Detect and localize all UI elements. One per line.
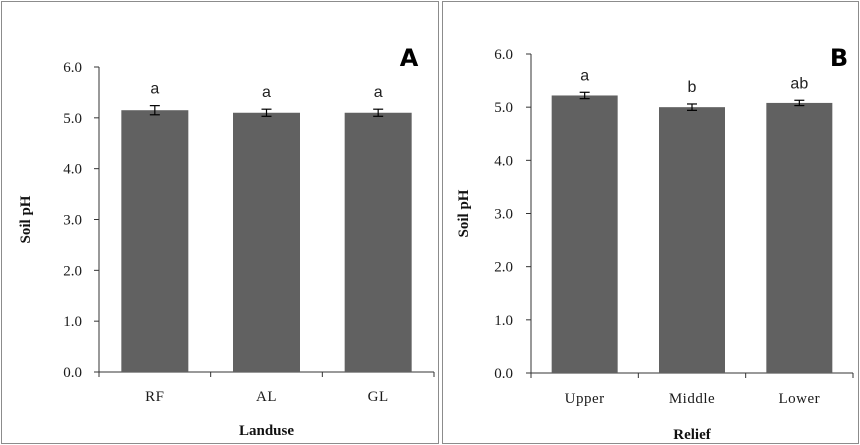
- chart-a-y-tick-label: 2.0: [63, 263, 82, 279]
- chart-b-significance-letter: b: [688, 79, 697, 96]
- chart-a-panel-letter: A: [400, 44, 419, 72]
- chart-a-category-label: RF: [145, 389, 164, 405]
- chart-b-y-axis-title: Soil pH: [456, 189, 472, 237]
- chart-panel-b: 0.0 1.0 2.0 3.0 4.0 5.0 6.0 a Upper b Middle ab Lowe…: [442, 1, 859, 444]
- chart-a-bar-rf: [121, 110, 189, 372]
- chart-b-y-tick-label: 1.0: [494, 313, 513, 329]
- chart-a-y-tick-label: 3.0: [63, 213, 82, 229]
- chart-a-category-label: AL: [256, 389, 277, 405]
- chart-b-y-tick-label: 5.0: [494, 100, 513, 116]
- chart-b-bar-upper: [551, 95, 618, 373]
- chart-b-category-label: Lower: [779, 391, 821, 407]
- chart-b-significance-letter: ab: [790, 75, 808, 92]
- chart-b-category-label: Upper: [565, 391, 605, 407]
- chart-a-x-axis-title: Landuse: [239, 423, 294, 439]
- chart-b-category-label: Middle: [669, 391, 715, 407]
- chart-a-bar-al: [233, 112, 300, 372]
- chart-a-svg: 0.0 1.0 2.0 3.0 4.0 5.0 6.0 a RF a AL a GL Soil pH Lan…: [18, 44, 435, 439]
- chart-b-bar-middle: [659, 107, 725, 374]
- chart-b-x-axis-title: Relief: [673, 427, 711, 443]
- chart-b-bar-lower: [766, 102, 833, 373]
- chart-b-y-tick-label: 6.0: [494, 47, 513, 63]
- chart-panel-a: 0.0 1.0 2.0 3.0 4.0 5.0 6.0 a RF a AL a GL Soil pH Lan…: [1, 1, 439, 444]
- chart-a-category-label: GL: [368, 389, 389, 405]
- chart-b-panel-letter: B: [830, 44, 848, 72]
- chart-b-y-tick-label: 4.0: [494, 153, 513, 169]
- chart-b-y-tick-label: 2.0: [494, 260, 513, 276]
- chart-a-bar-gl: [344, 112, 412, 372]
- chart-a-y-tick-label: 6.0: [63, 60, 82, 76]
- chart-a-significance-letter: a: [374, 84, 383, 101]
- chart-a-y-tick-label: 1.0: [63, 314, 82, 330]
- chart-a-y-axis-title: Soil pH: [18, 195, 34, 243]
- chart-a-y-tick-label: 5.0: [63, 111, 82, 127]
- chart-a-significance-letter: a: [150, 81, 159, 98]
- chart-a-y-tick-label: 0.0: [63, 365, 82, 381]
- chart-b-significance-letter: a: [580, 67, 589, 84]
- chart-b-svg: 0.0 1.0 2.0 3.0 4.0 5.0 6.0 a Upper b Middle ab Lowe…: [456, 44, 854, 443]
- chart-a-significance-letter: a: [262, 84, 271, 101]
- chart-b-y-tick-label: 0.0: [494, 366, 513, 382]
- chart-b-y-tick-label: 3.0: [494, 207, 513, 223]
- chart-a-y-tick-label: 4.0: [63, 162, 82, 178]
